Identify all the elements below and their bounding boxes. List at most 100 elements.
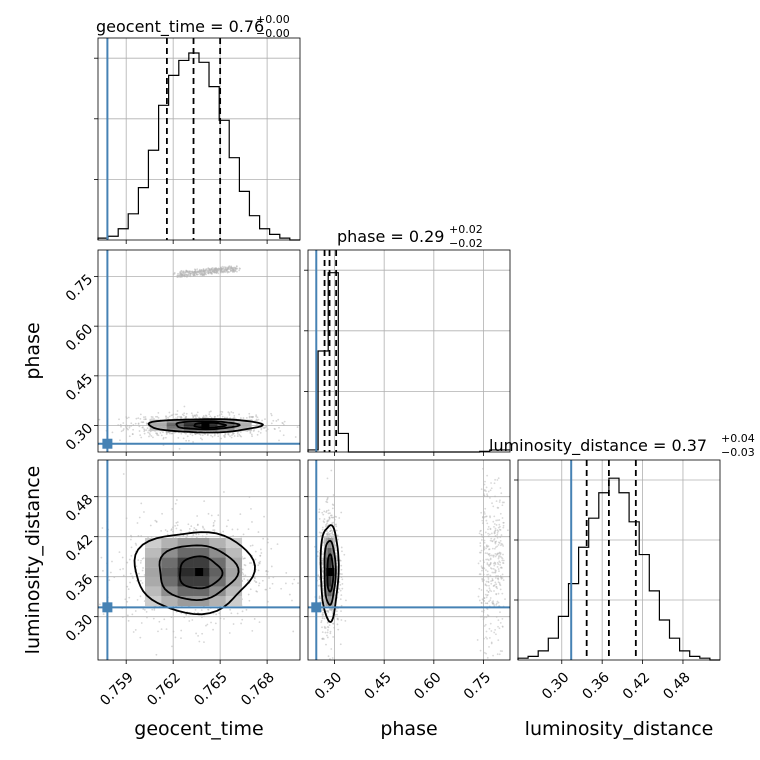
density-cell (234, 426, 252, 428)
sample-point (205, 533, 208, 536)
sample-point (326, 634, 328, 637)
sample-point (325, 533, 328, 535)
sample-point (251, 544, 254, 547)
density-cell (149, 422, 167, 425)
density-cell (183, 424, 201, 427)
sample-point (277, 418, 280, 421)
sample-point (336, 566, 339, 569)
sample-point (489, 561, 492, 564)
sample-point (486, 656, 489, 659)
sample-point (208, 411, 211, 413)
sample-point (483, 546, 486, 548)
sample-point (127, 619, 130, 622)
sample-point (245, 608, 248, 611)
sample-point (486, 593, 489, 596)
sample-point (493, 525, 495, 528)
sample-point (145, 422, 148, 425)
sample-point (139, 434, 142, 436)
sample-point (269, 587, 271, 590)
sample-point (197, 533, 200, 536)
density-cell (209, 557, 226, 568)
sample-point (485, 569, 487, 571)
sample-point (229, 267, 232, 270)
sample-point (109, 571, 112, 574)
sample-point (483, 616, 486, 619)
sample-point (139, 561, 142, 564)
sample-point (501, 501, 504, 504)
title-geocent-time-upper: +0.00 (256, 13, 290, 26)
sample-point (330, 535, 333, 538)
sample-point (166, 530, 169, 533)
sample-point (489, 574, 492, 577)
sample-point (195, 413, 198, 416)
sample-point (203, 500, 206, 502)
sample-point (503, 501, 505, 504)
density-cell (217, 422, 235, 425)
sample-point (282, 422, 284, 425)
density-2d (308, 460, 510, 660)
sample-point (120, 430, 123, 433)
sample-point (323, 518, 326, 520)
sample-point (117, 424, 120, 426)
sample-point (486, 552, 489, 555)
sample-point (243, 563, 246, 566)
sample-point (195, 528, 198, 531)
sample-point (493, 584, 496, 587)
sample-point (482, 573, 485, 576)
sample-point (199, 437, 202, 440)
sample-point (214, 415, 216, 418)
sample-point (494, 628, 497, 631)
sample-point (318, 531, 321, 534)
sample-point (258, 621, 261, 624)
sample-point (494, 569, 497, 571)
density-cell (200, 419, 218, 422)
sample-point (139, 636, 142, 639)
sample-point (183, 412, 186, 415)
sample-point (327, 512, 330, 515)
sample-point (331, 657, 334, 659)
y-tick-label: 0.36 (63, 572, 96, 605)
sample-point (482, 516, 484, 518)
sample-point (240, 435, 243, 438)
sample-point (488, 553, 491, 555)
sample-point (196, 268, 199, 271)
sample-point (502, 559, 505, 562)
sample-point (134, 422, 137, 425)
sample-point (280, 587, 283, 590)
density-peak (201, 421, 210, 430)
sample-point (321, 613, 324, 616)
sample-point (327, 655, 330, 658)
sample-point (226, 268, 229, 271)
density-cell (177, 586, 194, 597)
sample-point (142, 608, 145, 611)
sample-point (491, 502, 493, 505)
x-tick-label: 0.75 (461, 669, 494, 702)
sample-point (268, 577, 270, 579)
sample-point (188, 615, 190, 618)
sample-point (482, 467, 484, 470)
sample-point (337, 538, 340, 541)
density-cell (177, 567, 194, 577)
density-cell (161, 576, 178, 587)
sample-point (206, 268, 209, 271)
sample-point (98, 603, 101, 606)
sample-point (102, 569, 104, 572)
sample-point (497, 563, 500, 566)
sample-point (331, 610, 334, 613)
sample-point (329, 512, 331, 515)
sample-point (330, 529, 333, 531)
sample-point (128, 426, 131, 429)
sample-point (325, 524, 327, 526)
sample-point (484, 593, 487, 596)
sample-point (482, 599, 485, 602)
sample-point (113, 576, 116, 579)
sample-point (272, 419, 275, 422)
sample-point (496, 531, 499, 534)
sample-point (489, 622, 492, 625)
sample-point (194, 609, 197, 611)
sample-point (317, 574, 320, 577)
sample-point (493, 603, 495, 606)
sample-point (160, 434, 163, 437)
sample-point (266, 600, 269, 603)
density-cell (166, 427, 184, 430)
